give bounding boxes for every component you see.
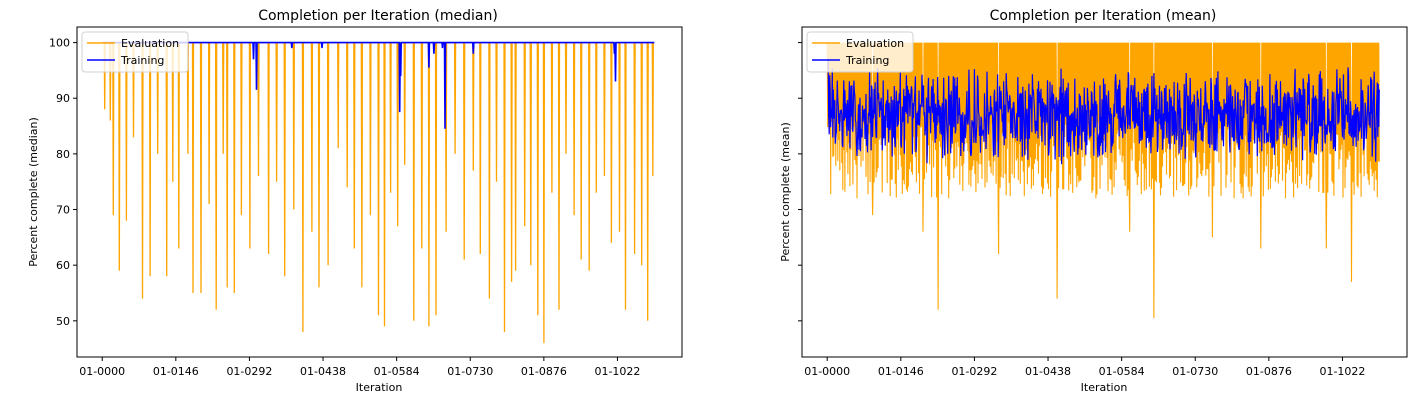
x-tick-label: 01-0584 (1099, 365, 1145, 378)
x-tick-label: 01-0000 (804, 365, 850, 378)
chart-mean: Completion per Iteration (mean) 01-0000 0… (779, 8, 1408, 394)
x-tick-label: 01-0730 (447, 365, 493, 378)
x-tick-label: 01-0146 (153, 365, 199, 378)
x-tick-label: 01-0000 (79, 365, 125, 378)
y-tick-label: 100 (49, 37, 70, 50)
y-tick-label: 70 (56, 204, 70, 217)
x-tick-label: 01-0292 (951, 365, 997, 378)
series-line-training (102, 41, 655, 129)
y-tick-label: 50 (56, 315, 70, 328)
x-axis: 01-0000 01-0146 01-0292 01-0438 01-0584 01-07… (79, 357, 640, 378)
y-tick-label: 80 (56, 148, 70, 161)
y-tick-label: 90 (56, 92, 70, 105)
x-tick-label: 01-0146 (878, 365, 924, 378)
plot-area (102, 41, 655, 344)
chart-title: Completion per Iteration (mean) (990, 8, 1217, 24)
x-tick-label: 01-0292 (226, 365, 272, 378)
x-axis-label: Iteration (1081, 381, 1128, 394)
axes-frame (76, 26, 683, 358)
x-axis-label: Iteration (356, 381, 403, 394)
legend: Evaluation Training (806, 31, 914, 73)
legend-label-evaluation: Evaluation (121, 37, 179, 50)
y-axis-label: Percent complete (mean) (779, 122, 792, 262)
x-tick-label: 01-0876 (521, 365, 567, 378)
x-tick-label: 01-0584 (374, 365, 420, 378)
y-axis (798, 42, 802, 322)
x-tick-label: 01-0730 (1172, 365, 1218, 378)
x-tick-label: 01-0438 (300, 365, 346, 378)
legend-box (81, 31, 189, 73)
x-tick-label: 01-0876 (1246, 365, 1292, 378)
y-axis: 50 60 70 80 90 100 (49, 37, 77, 328)
series-line-evaluation (102, 41, 655, 344)
legend-label-evaluation: Evaluation (846, 37, 904, 50)
x-tick-label: 01-0438 (1025, 365, 1071, 378)
axes-frame (801, 26, 1408, 358)
legend-box (806, 31, 914, 73)
legend: Evaluation Training (81, 31, 189, 73)
x-tick-label: 01-1022 (594, 365, 640, 378)
legend-label-training: Training (120, 54, 164, 67)
legend-label-training: Training (845, 54, 889, 67)
plot-area (826, 42, 1380, 319)
x-axis: 01-0000 01-0146 01-0292 01-0438 01-0584 01-07… (804, 357, 1365, 378)
x-tick-label: 01-1022 (1319, 365, 1365, 378)
chart-title: Completion per Iteration (median) (258, 8, 498, 24)
y-tick-label: 60 (56, 259, 70, 272)
chart-median: Completion per Iteration (median) 50 60 70… (27, 8, 683, 394)
y-axis-label: Percent complete (median) (27, 117, 40, 267)
series-line-training (827, 58, 1380, 165)
